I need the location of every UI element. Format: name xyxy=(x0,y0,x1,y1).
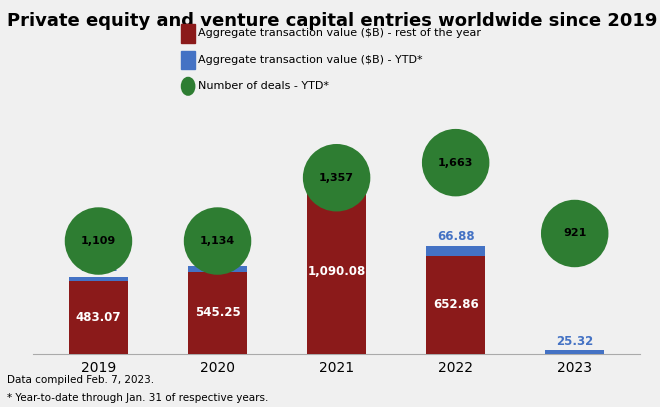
Text: 921: 921 xyxy=(563,228,586,239)
Bar xyxy=(307,190,366,354)
Text: Aggregate transaction value ($B) - YTD*: Aggregate transaction value ($B) - YTD* xyxy=(198,55,422,65)
Text: Data compiled Feb. 7, 2023.: Data compiled Feb. 7, 2023. xyxy=(7,374,154,385)
Text: Number of deals - YTD*: Number of deals - YTD* xyxy=(198,81,329,91)
Text: 66.20: 66.20 xyxy=(318,164,355,177)
Text: 652.86: 652.86 xyxy=(433,298,478,311)
Text: 1,663: 1,663 xyxy=(438,158,473,168)
Text: 1,109: 1,109 xyxy=(81,236,116,246)
Text: 28.71: 28.71 xyxy=(80,261,117,274)
Bar xyxy=(69,281,128,354)
Text: 39.79: 39.79 xyxy=(199,250,236,263)
Bar xyxy=(69,277,128,281)
Text: Private equity and venture capital entries worldwide since 2019: Private equity and venture capital entri… xyxy=(7,12,657,30)
Text: 545.25: 545.25 xyxy=(195,306,240,319)
Text: 1,357: 1,357 xyxy=(319,173,354,183)
Text: Aggregate transaction value ($B) - rest of the year: Aggregate transaction value ($B) - rest … xyxy=(198,28,481,38)
Bar xyxy=(307,180,366,190)
Text: 25.32: 25.32 xyxy=(556,335,593,348)
Bar xyxy=(545,350,605,354)
Bar xyxy=(426,256,485,354)
Bar xyxy=(426,245,485,256)
Text: 66.88: 66.88 xyxy=(437,230,475,243)
Bar xyxy=(188,272,248,354)
Text: 483.07: 483.07 xyxy=(76,311,121,324)
Bar xyxy=(188,266,248,272)
Text: 1,090.08: 1,090.08 xyxy=(308,265,366,278)
Text: * Year-to-date through Jan. 31 of respective years.: * Year-to-date through Jan. 31 of respec… xyxy=(7,393,268,403)
Text: 1,134: 1,134 xyxy=(200,236,235,246)
